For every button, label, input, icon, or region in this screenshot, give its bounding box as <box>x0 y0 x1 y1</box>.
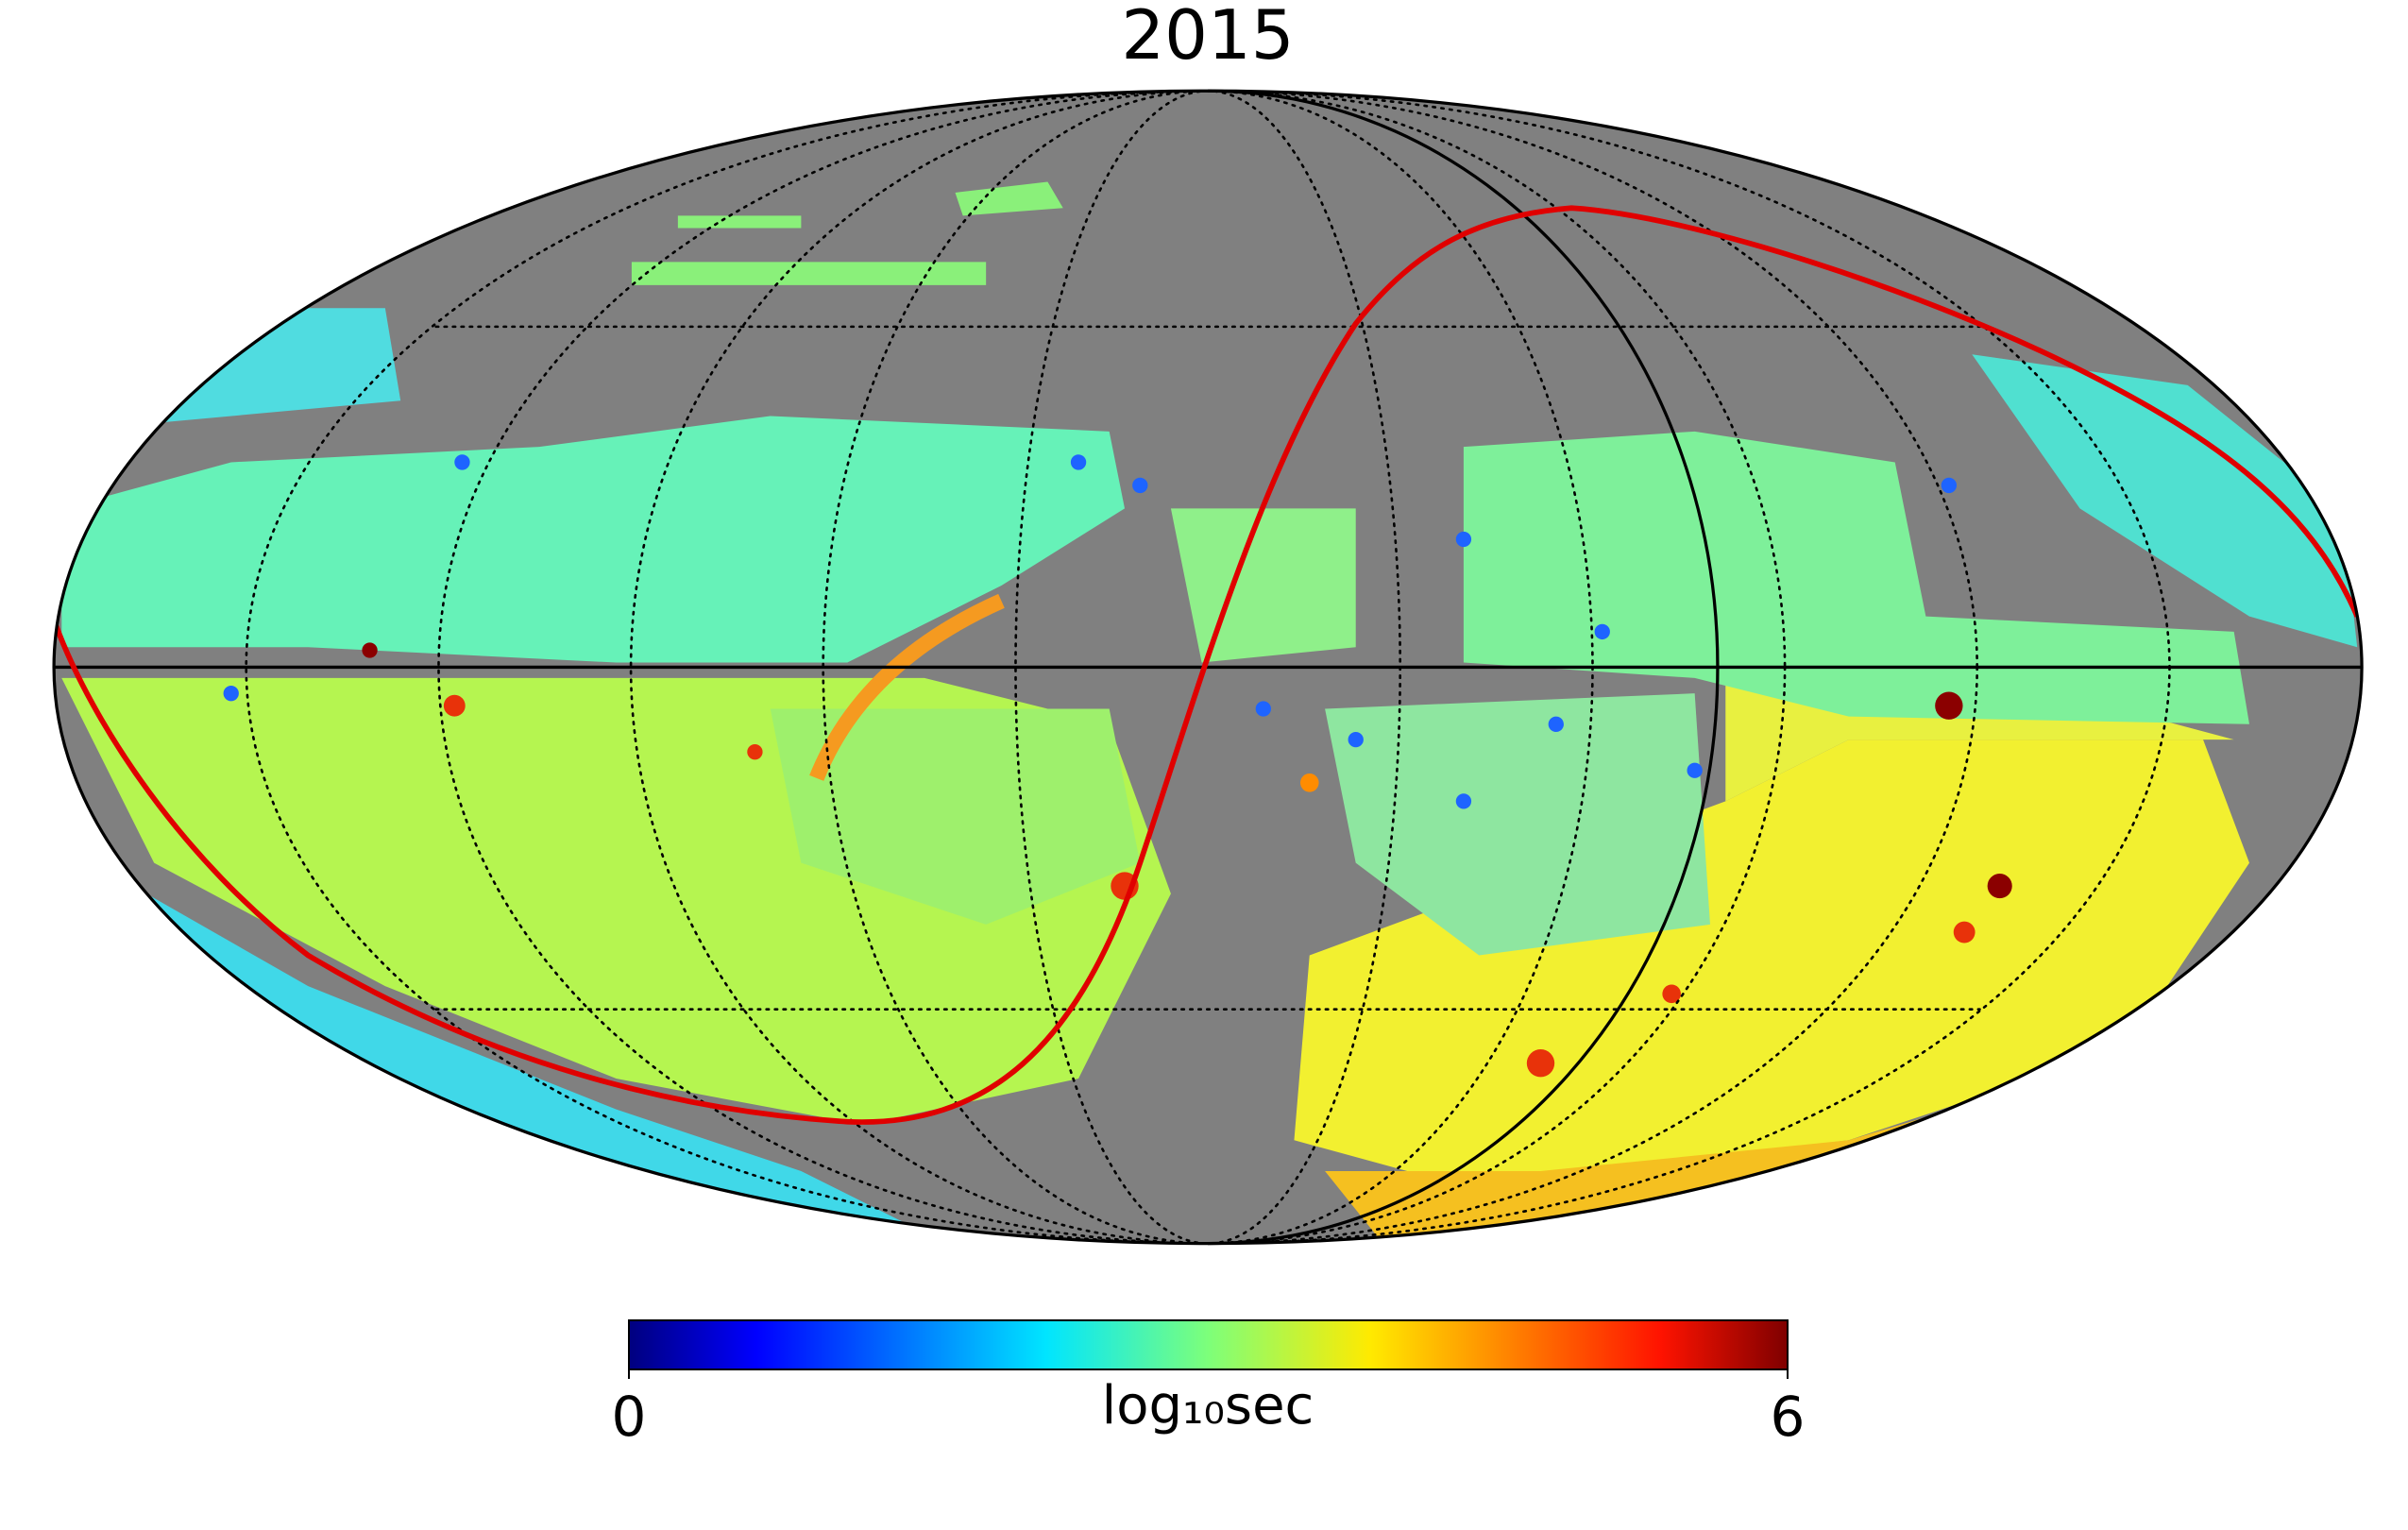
exposure-region <box>1170 508 1356 663</box>
colorbar <box>628 1319 1789 1370</box>
red-spots <box>362 642 2012 1078</box>
bright-arc <box>809 593 1005 781</box>
ecliptic <box>54 205 2360 1125</box>
sky-map <box>52 89 2364 1246</box>
exposure-layer <box>54 91 2363 1244</box>
map-title: 2015 <box>1121 0 1294 75</box>
meridian <box>1208 89 1720 1246</box>
colorbar-tick-label: 6 <box>1771 1385 1806 1449</box>
blue-spots <box>223 454 1958 809</box>
map-border <box>52 89 2364 1246</box>
exposure-region <box>631 181 1063 285</box>
exposure-region <box>61 416 1125 663</box>
exposure-region <box>770 708 1141 925</box>
exposure-region <box>1972 354 2358 648</box>
colorbar-label: log₁₀sec <box>1102 1375 1314 1436</box>
colorbar-tick-label: 0 <box>612 1385 647 1449</box>
exposure-region <box>1325 693 1710 956</box>
exposure-region <box>1294 740 2249 1187</box>
exposure-region <box>1463 431 2249 724</box>
